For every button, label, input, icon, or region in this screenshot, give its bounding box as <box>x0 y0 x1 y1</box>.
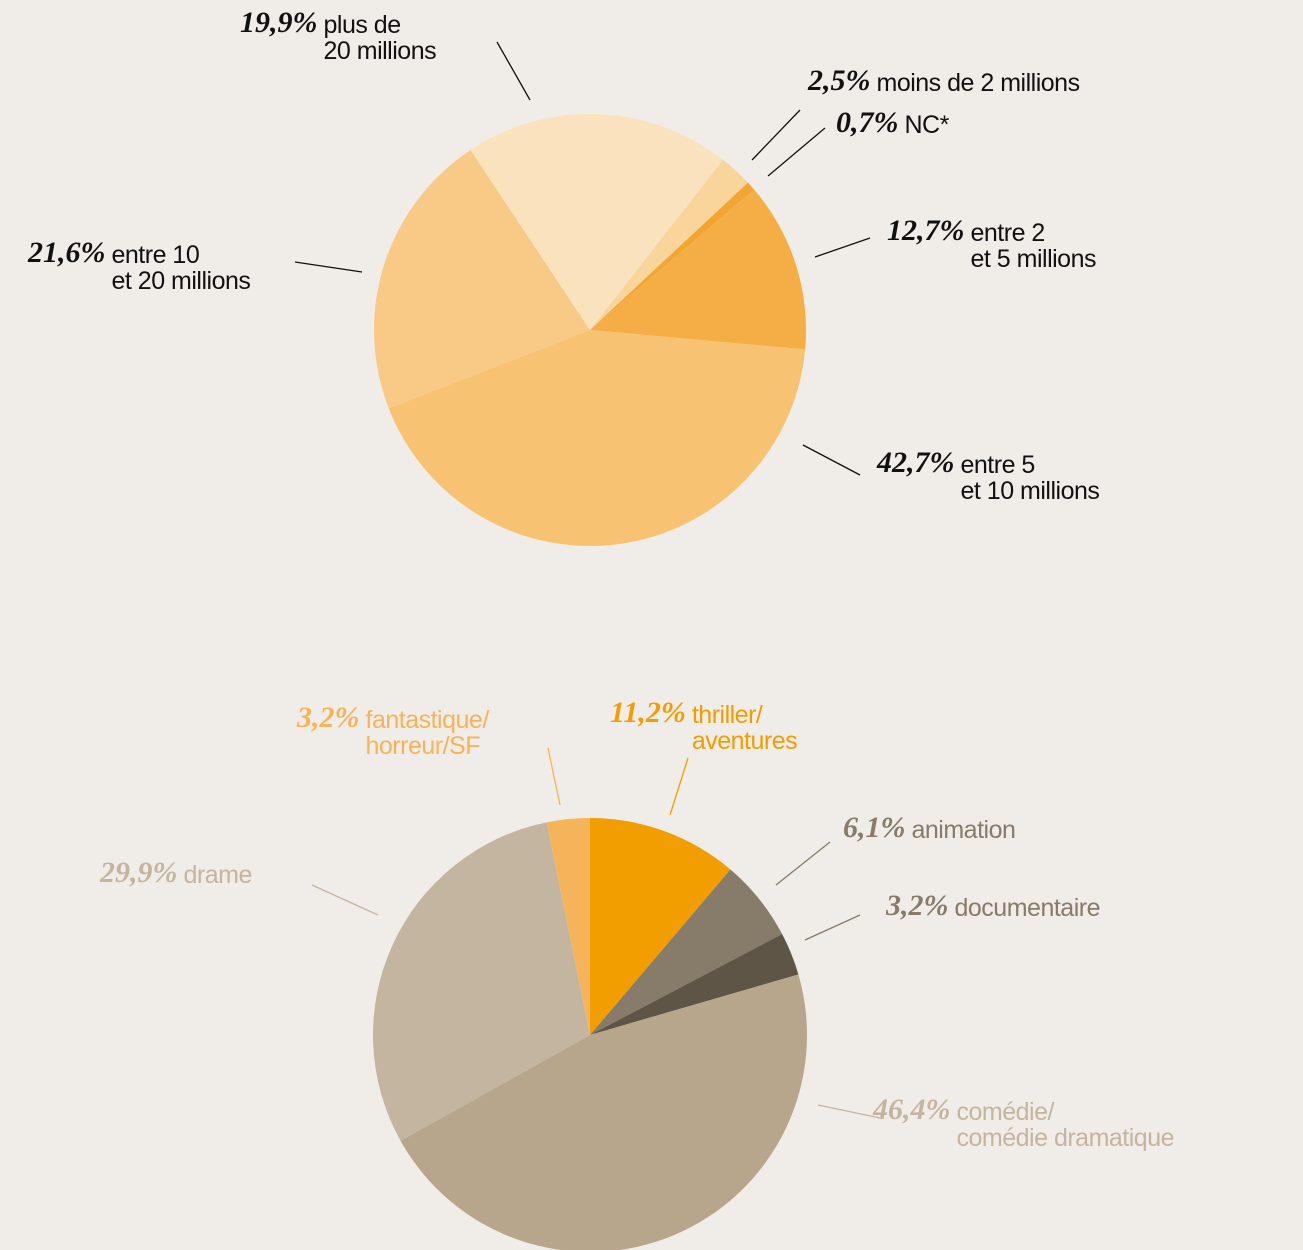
slice-label: 19,9% plus de 20 millions <box>240 8 437 65</box>
value-label: 0,7% <box>836 106 899 139</box>
pie-slice <box>590 189 806 350</box>
pie-slice <box>546 818 590 1035</box>
leader-line <box>804 914 861 941</box>
pie-slice <box>373 822 590 1141</box>
leader-line <box>767 127 826 177</box>
leader-line <box>751 109 801 161</box>
category-label: NC* <box>904 111 950 139</box>
category-label: comédie/ comédie dramatique <box>956 1098 1175 1152</box>
value-label: 12,7% <box>887 214 965 247</box>
category-label: entre 10 et 20 millions <box>111 241 251 295</box>
slice-label: 6,1% animation <box>843 813 1016 844</box>
leader-line <box>496 41 531 101</box>
slice-label: 12,7% entre 2 et 5 millions <box>887 216 1097 273</box>
category-label: fantastique/ horreur/SF <box>365 706 490 760</box>
value-label: 21,6% <box>28 236 106 269</box>
leader-line <box>775 841 831 886</box>
slice-label: 3,2% documentaire <box>886 891 1101 922</box>
pie-slice <box>470 113 723 331</box>
category-label: documentaire <box>954 894 1101 922</box>
pie-slice <box>388 330 806 547</box>
category-label: plus de 20 millions <box>323 11 437 65</box>
slice-label: 2,5% moins de 2 millions <box>808 66 1081 97</box>
category-label: moins de 2 millions <box>876 69 1081 97</box>
value-label: 29,9% <box>100 856 178 889</box>
value-label: 3,2% <box>886 889 949 922</box>
pie-slice <box>590 934 799 1035</box>
slice-label: 21,6% entre 10 et 20 millions <box>28 238 251 295</box>
category-label: thriller/ aventures <box>691 701 798 755</box>
value-label: 46,4% <box>873 1093 951 1126</box>
pie-slice <box>400 974 807 1250</box>
slice-label: 46,4% comédie/ comédie dramatique <box>873 1095 1175 1152</box>
pie-slice <box>373 150 590 409</box>
leader-line <box>802 444 861 476</box>
slice-label: 0,7% NC* <box>836 108 950 139</box>
leader-line <box>547 747 561 806</box>
category-label: animation <box>911 816 1016 844</box>
value-label: 6,1% <box>843 811 906 844</box>
pie-slice <box>590 869 783 1035</box>
value-label: 2,5% <box>808 64 871 97</box>
leader-line <box>669 757 689 816</box>
slice-label: 11,2% thriller/ aventures <box>610 698 798 755</box>
category-label: entre 2 et 5 millions <box>970 219 1097 273</box>
leader-line <box>817 1104 881 1119</box>
category-label: drame <box>183 861 253 889</box>
leader-line <box>311 884 379 916</box>
category-label: entre 5 et 10 millions <box>960 451 1100 505</box>
leader-line <box>814 237 871 258</box>
value-label: 42,7% <box>877 446 955 479</box>
slice-label: 29,9% drame <box>100 858 253 889</box>
slice-label: 3,2% fantastique/ horreur/SF <box>297 703 490 760</box>
value-label: 11,2% <box>610 696 686 729</box>
slice-label: 42,7% entre 5 et 10 millions <box>877 448 1100 505</box>
pie-slice <box>590 182 755 330</box>
value-label: 3,2% <box>297 701 360 734</box>
pie-slice <box>590 818 731 1035</box>
value-label: 19,9% <box>240 6 318 39</box>
pie-slice <box>590 159 748 330</box>
leader-line <box>294 261 363 273</box>
